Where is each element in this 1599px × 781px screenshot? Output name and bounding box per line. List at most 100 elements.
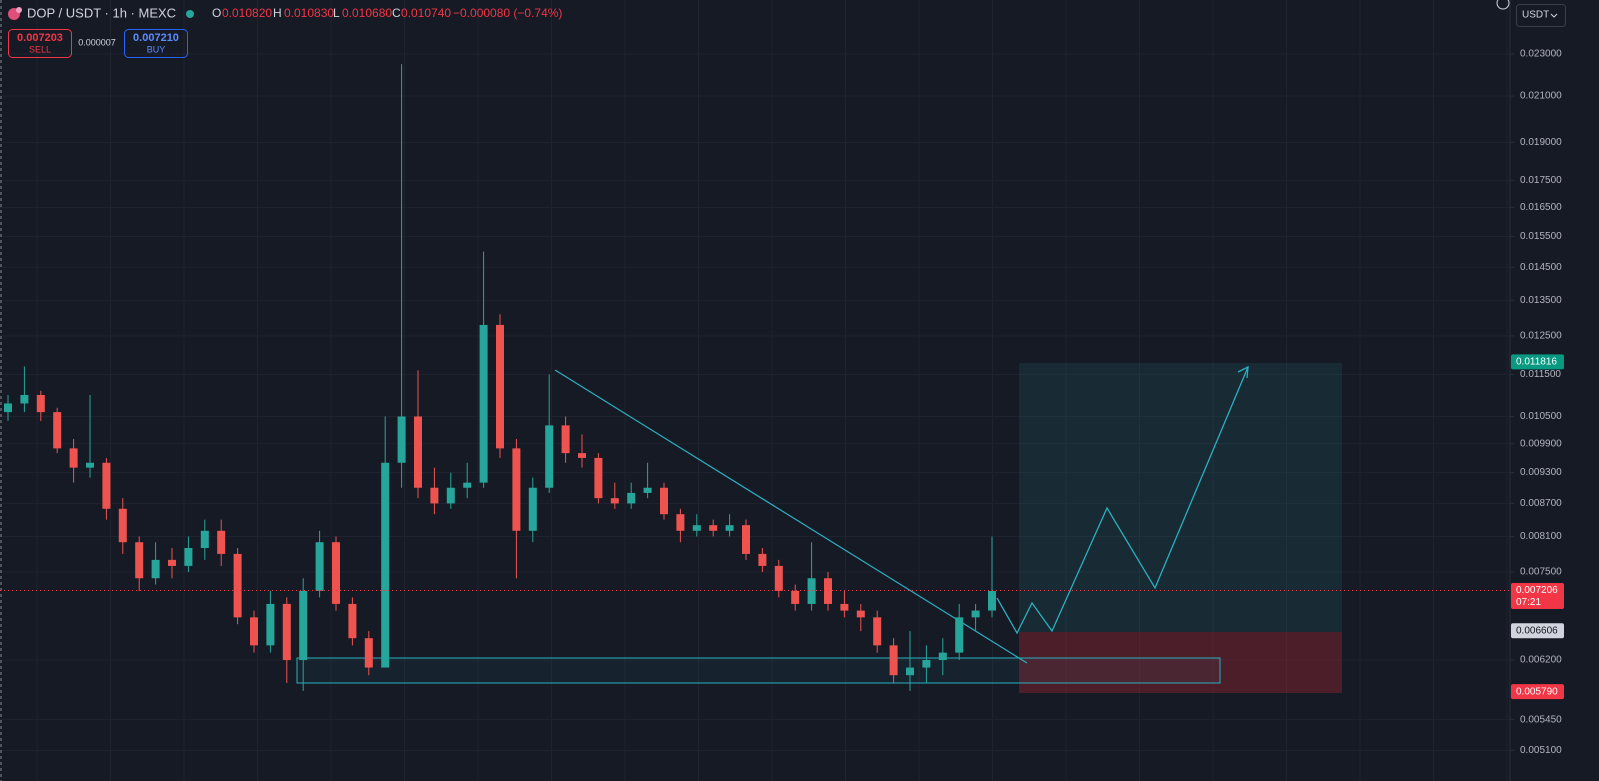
candle-body: [676, 514, 685, 531]
candle-body: [118, 508, 127, 543]
support-box[interactable]: [296, 657, 1221, 684]
candle-body: [414, 416, 422, 488]
candle-body: [955, 617, 964, 653]
candle-body: [528, 487, 537, 531]
candle-body: [906, 667, 914, 676]
candle-body: [824, 578, 832, 604]
candle-body: [102, 462, 111, 509]
candle-body: [643, 487, 652, 493]
candle-body: [381, 462, 390, 668]
candles: [4, 64, 996, 691]
grid: 0.023000 0.021000 0.019000 0.017500 0.016500…: [0, 0, 1562, 781]
candle-body: [299, 590, 308, 661]
ohlc-label: H: [273, 6, 282, 20]
candle-body: [463, 482, 472, 488]
sell-button[interactable]: [8, 29, 72, 58]
candle-body: [151, 559, 160, 579]
y-tick-label: 0.005450: [1520, 714, 1562, 725]
candle-body: [692, 525, 701, 531]
candle-body: [709, 525, 718, 531]
add-button[interactable]: [1496, 0, 1510, 10]
candle-body: [807, 578, 816, 604]
ohlc-value: 0.010820: [222, 6, 272, 20]
candle-body: [4, 403, 12, 413]
symbol-title[interactable]: DOP / USDT · 1h · MEXC: [27, 5, 176, 20]
candle-body: [873, 617, 882, 646]
candle-body: [266, 603, 275, 646]
candle-body: [971, 610, 980, 618]
y-tick-label: 0.009900: [1520, 438, 1562, 449]
candle-body: [348, 603, 357, 639]
y-tick-label: 0.012500: [1520, 331, 1562, 342]
candle-body: [725, 525, 734, 531]
y-tick-label: 0.011500: [1520, 369, 1561, 380]
candle-body: [496, 324, 504, 449]
candle-body: [774, 565, 783, 591]
dropdown-caret: [1550, 13, 1558, 18]
buy-price[interactable]: 0.007210: [133, 32, 179, 44]
currency-select[interactable]: [1516, 4, 1566, 27]
y-tick-label: 0.005100: [1520, 745, 1562, 756]
market-status: [186, 10, 194, 18]
candle-body: [364, 638, 373, 668]
trend-line[interactable]: [554, 369, 1028, 664]
candle-body: [217, 530, 226, 554]
currency-text[interactable]: USDT: [1522, 10, 1549, 21]
price-marker-label: 0.007206: [1516, 585, 1558, 596]
buy-button[interactable]: [124, 29, 188, 58]
candle-body: [610, 498, 619, 504]
ohlc-value: 0.010740: [401, 6, 451, 20]
price-marker-label: 0.005790: [1516, 686, 1558, 697]
price-marker: [1511, 354, 1564, 370]
long-target-zone[interactable]: [1019, 363, 1342, 632]
candle-body: [791, 590, 800, 604]
buy-label[interactable]: BUY: [147, 44, 166, 54]
y-tick-label: 0.013500: [1520, 295, 1562, 306]
candle-body: [545, 425, 554, 488]
candle-body: [69, 448, 78, 468]
candle-body: [561, 425, 570, 454]
candle-body: [446, 487, 455, 504]
sell-label[interactable]: SELL: [29, 44, 51, 54]
price-marker: [1511, 623, 1564, 639]
y-tick-label: 0.021000: [1520, 91, 1562, 102]
candle-body: [184, 548, 193, 566]
price-marker-label: 0.011816: [1516, 357, 1557, 368]
y-tick-label: 0.009300: [1520, 467, 1562, 478]
candle-body: [660, 487, 668, 515]
ohlc-value: 0.010680: [342, 6, 392, 20]
candle-body: [53, 412, 62, 449]
y-tick-label: 0.015500: [1520, 231, 1562, 242]
ohlc-label: O: [212, 6, 221, 20]
y-tick-label: 0.017500: [1520, 175, 1562, 186]
candle-body: [168, 559, 176, 566]
candle-body: [250, 617, 258, 646]
candle-body: [86, 462, 94, 468]
candle-body: [758, 553, 767, 566]
sell-price[interactable]: 0.007203: [17, 32, 63, 44]
y-tick-label: 0.019000: [1520, 137, 1562, 148]
candle-body: [282, 603, 291, 661]
countdown-label: 07:21: [1516, 597, 1541, 608]
price-marker: [1511, 583, 1564, 610]
candle-body: [479, 324, 488, 483]
y-tick-label: 0.023000: [1520, 49, 1562, 60]
projection-path[interactable]: [996, 366, 1249, 635]
y-tick-label: 0.007500: [1520, 567, 1562, 578]
price-marker-label: 0.006606: [1516, 625, 1558, 636]
candle-body: [742, 525, 750, 554]
y-tick-label: 0.014500: [1520, 262, 1562, 273]
candle-body: [578, 453, 586, 458]
candle-body: [988, 590, 996, 611]
candle-body: [315, 542, 324, 591]
candle-body: [135, 542, 144, 579]
candle-body: [856, 610, 865, 618]
candle-body: [36, 394, 45, 413]
symbol-icon-dot: [16, 7, 22, 13]
candle-body: [512, 448, 521, 531]
y-tick-label: 0.016500: [1520, 202, 1562, 213]
